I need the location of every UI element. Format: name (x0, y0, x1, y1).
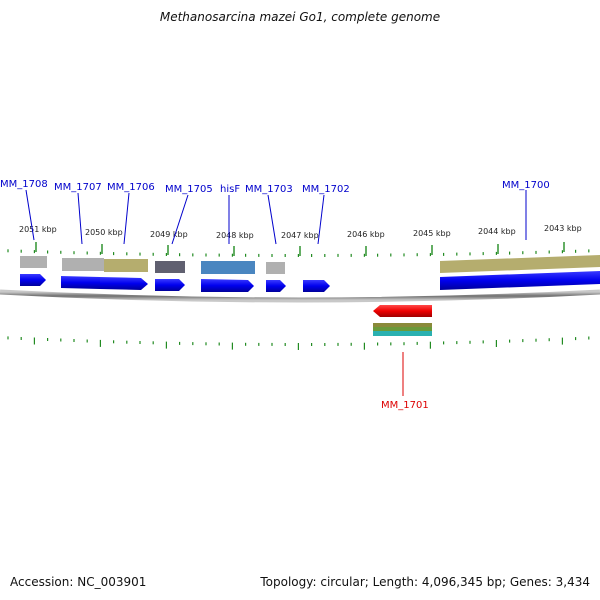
gene-label-mm1706[interactable]: MM_1706 (107, 182, 155, 193)
gene-label-mm1701[interactable]: MM_1701 (381, 400, 429, 411)
gene-arrow-hisF[interactable] (201, 279, 254, 292)
gene-arrow-mm1700[interactable] (440, 271, 600, 290)
map-title: Methanosarcina mazei Go1, complete genom… (159, 10, 441, 24)
cog-box (440, 255, 600, 273)
gene-label-mm1703[interactable]: MM_1703 (245, 184, 293, 195)
kbp-tick-label: 2051 kbp (19, 225, 57, 234)
gene-arrow-mm1701[interactable] (373, 305, 432, 317)
cog-box (62, 258, 104, 271)
gene-labels: MM_1708 MM_1707 MM_1706 MM_1705 hisF MM_… (0, 179, 550, 411)
gene-arrow-mm1708[interactable] (20, 274, 46, 286)
cog-box (373, 323, 432, 327)
label-leaders (25, 189, 527, 396)
kbp-tick-label: 2048 kbp (216, 231, 254, 240)
label-leader (123, 192, 130, 245)
gene-label-mm1700[interactable]: MM_1700 (502, 180, 550, 191)
gene-arrow-mm1705[interactable] (155, 279, 185, 291)
cog-track-forward (20, 255, 600, 274)
gene-label-mm1705[interactable]: MM_1705 (165, 184, 213, 195)
gene-track-reverse (373, 305, 432, 336)
kbp-tick-label: 2043 kbp (544, 224, 582, 233)
cog-box (373, 331, 432, 336)
cog-box (155, 261, 185, 273)
kbp-axis-top: 2051 kbp 2050 kbp 2049 kbp 2048 kbp 2047… (7, 224, 590, 257)
kbp-axis-bottom (7, 336, 590, 350)
gene-label-mm1708[interactable]: MM_1708 (0, 179, 48, 190)
kbp-tick-label: 2046 kbp (347, 230, 385, 239)
label-leader (267, 194, 277, 245)
cog-box (104, 259, 148, 272)
gene-arrow-mm1702[interactable] (303, 280, 330, 292)
gene-arrow-mm1706[interactable] (100, 277, 148, 290)
gene-track-forward (20, 271, 600, 292)
genome-summary-text: Topology: circular; Length: 4,096,345 bp… (260, 575, 590, 589)
cog-box (266, 262, 285, 274)
label-leader (25, 189, 35, 241)
gene-arrow-mm1703[interactable] (266, 280, 286, 292)
cog-box (373, 327, 432, 331)
label-leader (171, 194, 189, 245)
kbp-tick-label: 2049 kbp (150, 230, 188, 239)
kbp-tick-label: 2044 kbp (478, 227, 516, 236)
kbp-tick-label: 2050 kbp (85, 228, 123, 237)
gene-label-mm1702[interactable]: MM_1702 (302, 184, 350, 195)
cog-box (201, 261, 255, 274)
kbp-tick-label: 2045 kbp (413, 229, 451, 238)
cog-box (20, 256, 47, 268)
accession-text: Accession: NC_003901 (10, 575, 147, 589)
gene-label-hisF[interactable]: hisF (220, 184, 240, 195)
gene-label-mm1707[interactable]: MM_1707 (54, 182, 102, 193)
genome-backbone (0, 289, 600, 303)
label-leader (77, 192, 83, 245)
gene-arrow-mm1707[interactable] (61, 276, 100, 289)
kbp-tick-label: 2047 kbp (281, 231, 319, 240)
label-leader (317, 194, 325, 245)
